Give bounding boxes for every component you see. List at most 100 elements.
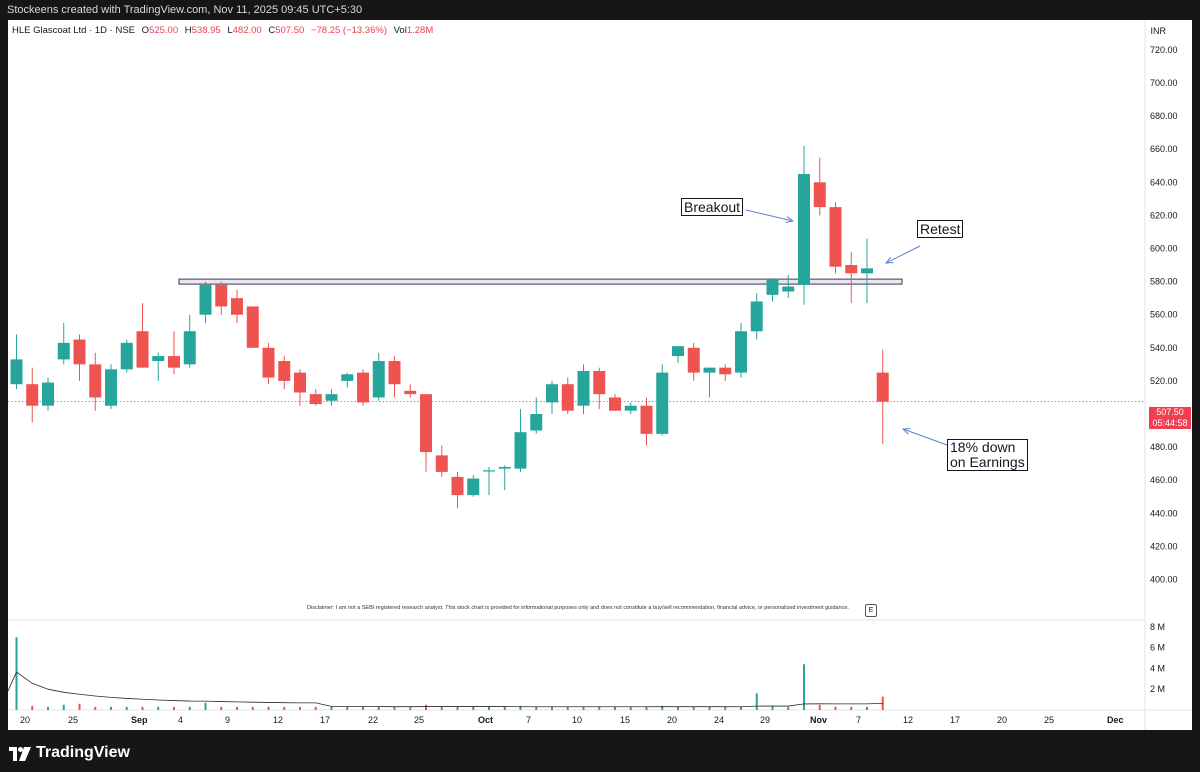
candle-body (246, 306, 259, 348)
resistance-level-box (178, 278, 903, 285)
screenshot-caption: Stockeens created with TradingView.com, … (7, 4, 363, 16)
candle-body (357, 372, 369, 403)
price-axis-tick: 720.00 (1150, 45, 1178, 55)
disclaimer-text: Disclaimer: I am not a SEBI registered r… (307, 605, 849, 611)
candle (782, 274, 795, 299)
volume-bar (503, 706, 506, 710)
volume-bar (314, 706, 317, 710)
candle (845, 251, 858, 304)
candle-body (577, 370, 590, 406)
candle (168, 331, 180, 375)
tradingview-logo[interactable]: TradingView (9, 744, 130, 762)
volume-bar (519, 705, 522, 710)
candle (199, 281, 212, 323)
price-axis-tick: 700.00 (1150, 78, 1178, 88)
volume-bar (456, 706, 459, 710)
candle-body (467, 478, 480, 496)
candle-body (766, 279, 779, 295)
candle-body (57, 342, 70, 360)
time-axis-tick: Sep (131, 715, 148, 725)
candle-body (341, 374, 354, 381)
volume-bar (645, 706, 648, 710)
candle-body (215, 284, 228, 307)
volume-bar (31, 705, 34, 710)
volume-bar (362, 706, 364, 710)
earnings-annotation-line2: on Earnings (950, 454, 1025, 470)
time-axis-tick: 7 (526, 715, 531, 725)
candle (73, 334, 86, 381)
screenshot-caption-bar: Stockeens created with TradingView.com, … (0, 0, 1200, 20)
candle (42, 377, 54, 411)
candle (57, 322, 70, 365)
low-label: L (227, 25, 233, 36)
candle (624, 402, 637, 414)
candle (294, 369, 306, 406)
earnings-annotation[interactable]: 18% down on Earnings (947, 439, 1028, 471)
time-axis-tick: 4 (178, 715, 183, 725)
low-value: 482.00 (232, 25, 262, 36)
candle (735, 322, 747, 378)
earnings-arrow (903, 429, 948, 446)
volume-bar (850, 706, 853, 710)
time-axis-tick: 25 (68, 715, 78, 725)
current-price-tag: 507.50 05:44:58 (1149, 407, 1191, 429)
volume-label: Vol (393, 25, 407, 36)
candle-body (656, 372, 669, 434)
volume-bar (393, 706, 396, 710)
candle-body (829, 207, 842, 267)
candle (577, 364, 590, 414)
volume-axis-tick: 6 M (1150, 643, 1165, 653)
candle-body (136, 331, 149, 368)
volume-bar (110, 706, 112, 710)
time-axis-tick: 9 (225, 715, 230, 725)
volume-bar (299, 706, 301, 710)
volume-bar (188, 706, 191, 710)
candle (246, 306, 259, 348)
candle (593, 367, 606, 410)
candlestick-chart[interactable]: 400.00420.00440.00460.00480.00500.00520.… (8, 20, 1192, 730)
time-axis-tick: Nov (810, 715, 827, 725)
candle-body (640, 405, 653, 434)
earnings-annotation-line1: 18% down (950, 439, 1016, 455)
volume-bar (283, 706, 286, 710)
symbol-name[interactable]: HLE Glascoat Ltd · 1D · NSE (12, 25, 136, 36)
price-axis-tick: 680.00 (1150, 111, 1178, 121)
time-axis-tick: 17 (320, 715, 330, 725)
volume-bar (551, 706, 553, 710)
volume-bar (251, 706, 254, 710)
candle-body (388, 361, 401, 385)
price-axis-tick: 400.00 (1150, 575, 1178, 585)
breakout-annotation[interactable]: Breakout (681, 198, 744, 216)
candle-body (231, 298, 243, 315)
candle-body (309, 394, 322, 405)
volume-bar (330, 706, 333, 710)
volume-bar (677, 706, 679, 710)
breakout-arrow (745, 209, 793, 221)
chart-panel[interactable]: 400.00420.00440.00460.00480.00500.00520.… (8, 20, 1192, 730)
candle-body (404, 390, 417, 395)
candle (372, 352, 385, 401)
candle-body (420, 394, 432, 453)
volume-moving-average (8, 671, 883, 708)
earnings-event-badge[interactable]: E (865, 604, 877, 617)
candle-body (262, 347, 275, 378)
currency-label[interactable]: INR (1150, 26, 1167, 36)
volume-bar (94, 706, 97, 710)
volume-axis-tick: 8 M (1150, 622, 1165, 632)
time-axis-tick: 12 (273, 715, 283, 725)
tradingview-logo-icon (9, 747, 31, 761)
candle (435, 445, 448, 477)
price-axis-tick: 420.00 (1150, 541, 1178, 551)
volume-value: 1.28M (406, 25, 434, 36)
time-axis-tick: 20 (20, 715, 30, 725)
retest-annotation[interactable]: Retest (917, 220, 964, 238)
volume-bar (614, 706, 616, 710)
volume-bar (141, 706, 144, 710)
candle-body (861, 268, 873, 274)
volume-bar (425, 704, 427, 710)
candle-body (735, 331, 747, 373)
candle-body (10, 359, 23, 385)
volume-bar (755, 693, 758, 710)
candle-body (514, 432, 527, 469)
volume-bar (582, 706, 585, 710)
